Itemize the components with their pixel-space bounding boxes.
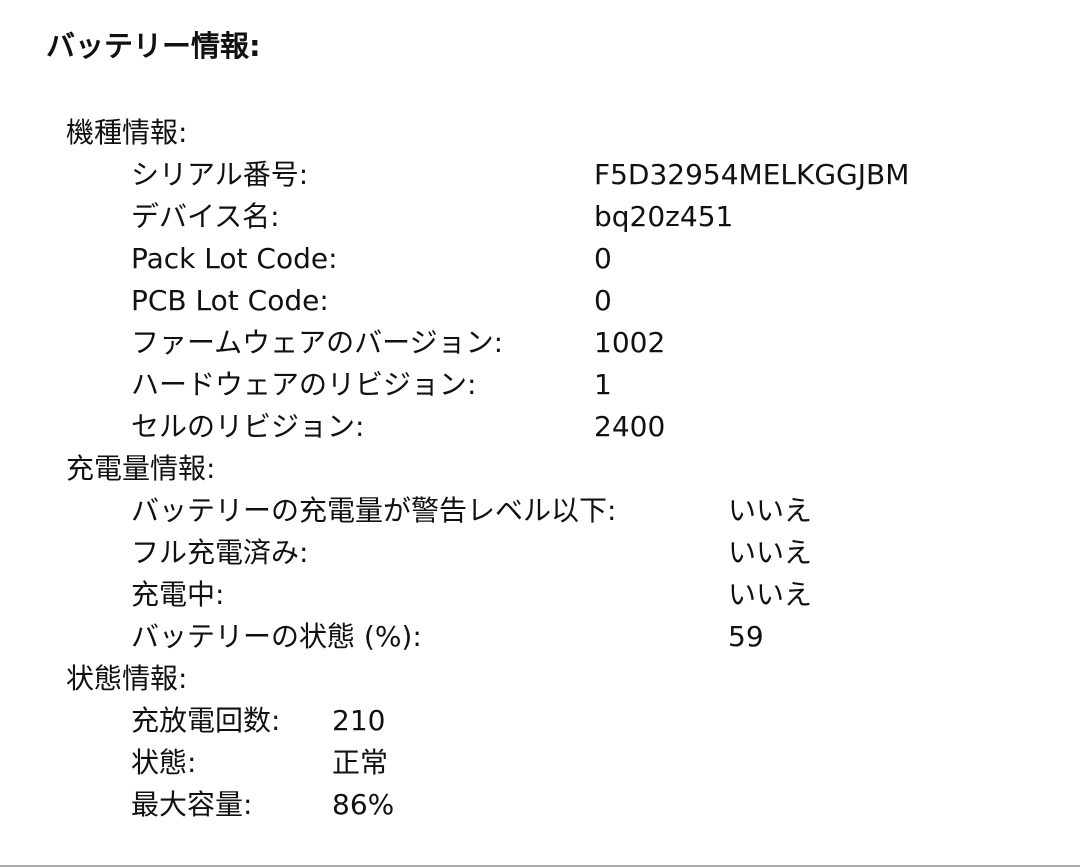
info-row: シリアル番号: F5D32954MELKGGJBM [0,154,1080,196]
page-title: バッテリー情報: [46,29,261,63]
info-label: ハードウェアのリビジョン: [131,368,477,401]
info-row: セルのリビジョン: 2400 [0,406,1080,448]
info-row: 充放電回数: 210 [0,700,1080,742]
info-value: いいえ [728,578,813,611]
info-row: Pack Lot Code: 0 [0,238,1080,280]
divider [0,865,1080,867]
info-value: いいえ [728,536,813,569]
info-label: Pack Lot Code: [131,242,338,275]
section-label: 状態情報: [66,662,188,695]
info-value: 2400 [594,410,666,443]
info-label: デバイス名: [131,200,280,233]
section-label: 充電量情報: [66,452,216,485]
info-row: フル充電済み: いいえ [0,532,1080,574]
info-label: バッテリーの状態 (%): [131,620,422,653]
info-value: 1 [594,368,612,401]
info-row: バッテリーの充電量が警告レベル以下: いいえ [0,490,1080,532]
section-header: 状態情報: [0,658,1080,700]
info-row: 充電中: いいえ [0,574,1080,616]
info-row: PCB Lot Code: 0 [0,280,1080,322]
info-value: 86% [332,788,395,821]
info-value: F5D32954MELKGGJBM [594,158,910,191]
info-label: ファームウェアのバージョン: [131,326,504,359]
info-label: 充電中: [131,578,225,611]
info-row: ファームウェアのバージョン: 1002 [0,322,1080,364]
info-label: 充放電回数: [131,704,281,737]
info-row: デバイス名: bq20z451 [0,196,1080,238]
info-value: 59 [728,620,764,653]
info-value: 正常 [332,746,389,779]
info-label: PCB Lot Code: [131,284,329,317]
section-label: 機種情報: [66,116,188,149]
info-value: 0 [594,284,612,317]
info-value: bq20z451 [594,200,734,233]
info-row: ハードウェアのリビジョン: 1 [0,364,1080,406]
info-label: 最大容量: [131,788,253,821]
info-label: フル充電済み: [131,536,309,569]
info-row: 状態: 正常 [0,742,1080,784]
info-label: セルのリビジョン: [131,410,365,443]
info-label: 状態: [131,746,197,779]
info-value: いいえ [728,494,813,527]
info-row: バッテリーの状態 (%): 59 [0,616,1080,658]
section-header: 機種情報: [0,112,1080,154]
info-label: バッテリーの充電量が警告レベル以下: [131,494,617,527]
info-row: 最大容量: 86% [0,784,1080,826]
info-label: シリアル番号: [131,158,309,191]
info-value: 0 [594,242,612,275]
section-header: 充電量情報: [0,448,1080,490]
info-value: 1002 [594,326,666,359]
info-value: 210 [332,704,386,737]
